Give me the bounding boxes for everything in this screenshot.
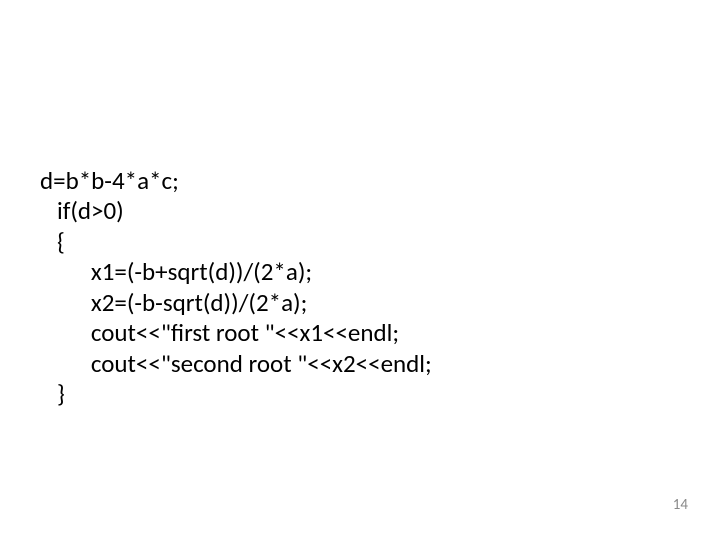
code-block: d=b*b-4*a*c; if(d>0) { x1=(-b+sqrt(d))/(… [40, 135, 432, 410]
code-line-8: } [40, 378, 65, 409]
code-line-3: { [40, 226, 65, 257]
code-line-5: x2=(-b-sqrt(d))/(2*a); [40, 287, 307, 318]
code-line-2: if(d>0) [40, 195, 124, 226]
code-line-7: cout<<"second root "<<x2<<endl; [40, 348, 432, 379]
code-line-6: cout<<"first root "<<x1<<endl; [40, 317, 399, 348]
code-line-4: x1=(-b+sqrt(d))/(2*a); [40, 256, 312, 287]
page-number: 14 [673, 496, 688, 514]
code-line-1: d=b*b-4*a*c; [40, 165, 179, 196]
